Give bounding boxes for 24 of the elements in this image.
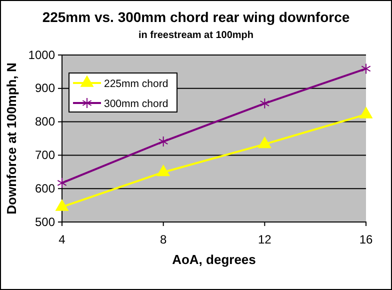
- x-axis-title: AoA, degrees: [172, 252, 256, 267]
- legend-label: 225mm chord: [104, 78, 168, 90]
- x-tick-label: 4: [58, 232, 66, 246]
- x-tick-label: 16: [359, 232, 373, 246]
- y-tick-label: 900: [34, 81, 56, 96]
- point: [361, 63, 371, 74]
- x-tick-label: 12: [258, 232, 272, 246]
- y-tick-label: 600: [34, 181, 56, 196]
- y-tick-label: 500: [34, 214, 56, 229]
- legend-label: 300mm chord: [104, 98, 168, 110]
- point: [360, 107, 372, 118]
- point: [158, 136, 168, 148]
- point: [57, 177, 67, 188]
- point: [258, 136, 272, 148]
- y-axis-title: Downforce at 100mph, N: [4, 62, 19, 214]
- point: [260, 98, 270, 109]
- x-tick-label: 8: [160, 232, 167, 246]
- y-tick-label: 800: [34, 114, 56, 129]
- chart-subtitle: in freestream at 100mph: [138, 30, 254, 41]
- point: [56, 200, 68, 211]
- y-tick-label: 700: [34, 148, 56, 162]
- point: [156, 164, 170, 176]
- chart-title: 225mm vs. 300mm chord rear wing downforce: [42, 9, 350, 25]
- y-tick-label: 1000: [28, 48, 56, 62]
